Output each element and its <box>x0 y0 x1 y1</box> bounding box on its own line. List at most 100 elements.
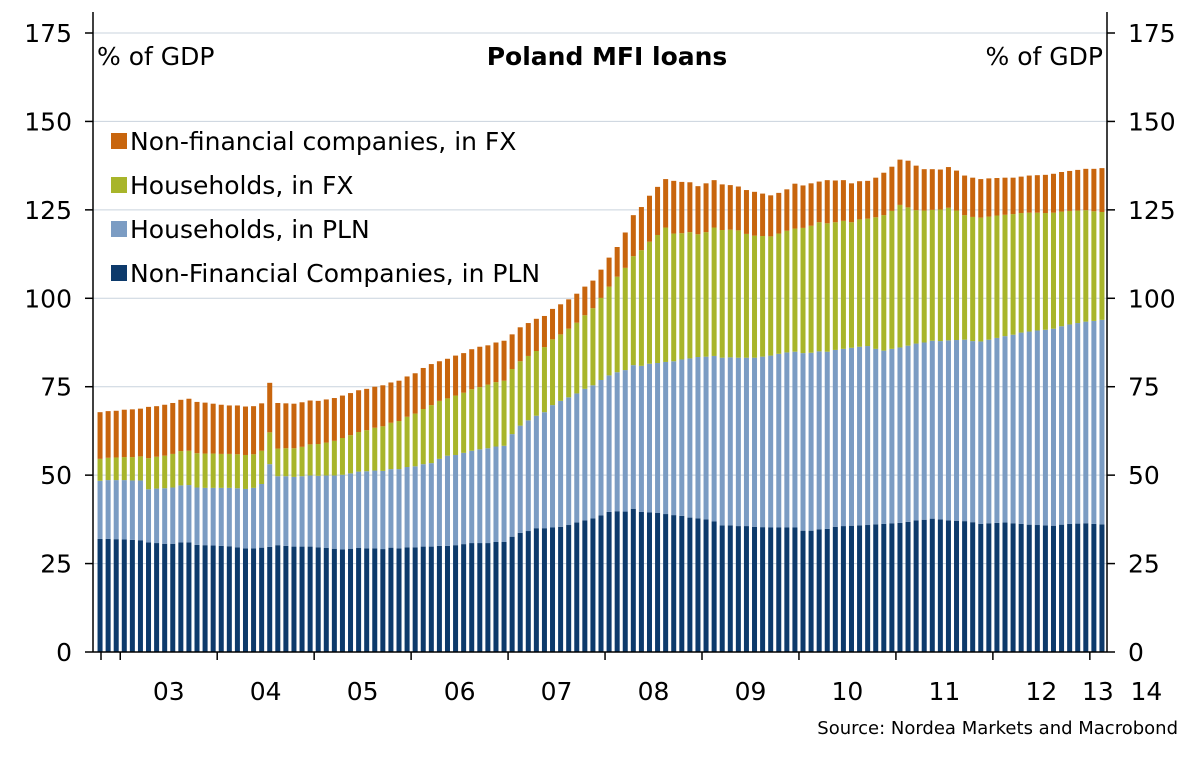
bar-segment <box>412 547 418 652</box>
bar-segment <box>792 228 798 352</box>
bar-segment <box>178 485 184 543</box>
bar-segment <box>881 215 887 351</box>
bar-segment <box>606 375 612 512</box>
bar-segment <box>752 235 758 358</box>
bar-segment <box>1002 214 1008 337</box>
bar-segment <box>646 195 652 242</box>
bar-segment <box>315 547 321 652</box>
bar-segment <box>1034 175 1040 213</box>
bar-segment <box>485 543 491 652</box>
bar-segment <box>364 388 370 431</box>
bar-segment <box>541 315 547 348</box>
bar-segment <box>541 412 547 529</box>
bar-segment <box>897 159 903 205</box>
bar-segment <box>929 169 935 210</box>
bar-segment <box>275 448 281 477</box>
y-tick-label-left: 175 <box>24 19 72 48</box>
bar-segment <box>517 327 523 362</box>
x-tick-label: 09 <box>735 677 767 706</box>
bar-segment <box>905 521 911 652</box>
bar-segment <box>1075 210 1081 324</box>
bar-segment <box>461 392 467 453</box>
bar-segment <box>242 454 248 489</box>
bar-segment <box>800 530 806 652</box>
bar-segment <box>186 542 192 652</box>
bar-segment <box>420 546 426 652</box>
bar-segment <box>1034 525 1040 652</box>
bar-segment <box>727 357 733 526</box>
bar-segment <box>396 469 402 549</box>
bar-segment <box>105 480 111 539</box>
bar-segment <box>776 233 782 354</box>
bar-segment <box>768 236 774 356</box>
bar-segment <box>485 345 491 385</box>
bar-segment <box>444 455 450 546</box>
bar-segment <box>945 520 951 652</box>
legend-swatch <box>111 265 127 281</box>
bar-segment <box>638 511 644 652</box>
y-tick-label-right: 25 <box>1128 550 1160 579</box>
bar-segment <box>832 222 838 350</box>
bar-segment <box>614 372 620 512</box>
bar-segment <box>170 453 176 488</box>
bar-segment <box>242 406 248 455</box>
bar-segment <box>251 406 257 455</box>
bar-segment <box>428 463 434 547</box>
bar-segment <box>469 389 475 451</box>
y-tick-label-right: 50 <box>1128 461 1160 490</box>
bar-segment <box>154 488 160 544</box>
bar-segment <box>671 361 677 516</box>
bar-segment <box>323 399 329 443</box>
bar-segment <box>913 343 919 521</box>
bar-segment <box>954 340 960 521</box>
bar-segment <box>622 370 628 512</box>
bar-segment <box>630 365 636 509</box>
bar-segment <box>711 355 717 522</box>
bar-segment <box>541 347 547 413</box>
x-tick-label: 13 <box>1082 677 1114 706</box>
bar-segment <box>1075 323 1081 524</box>
bar-segment <box>784 527 790 652</box>
bar-segment <box>396 421 402 470</box>
bar-segment <box>428 405 434 464</box>
bar-segment <box>315 475 321 548</box>
bar-segment <box>348 473 354 549</box>
bar-segment <box>768 527 774 652</box>
bar-segment <box>913 165 919 211</box>
bar-segment <box>323 442 329 476</box>
bar-segment <box>444 398 450 456</box>
bar-segment <box>970 341 976 523</box>
y-axis-left: 0 25 50 75 100 125 150 175 <box>24 19 93 667</box>
bar-segment <box>339 395 345 439</box>
bar-segment <box>1010 523 1016 652</box>
x-tick-label: 03 <box>153 677 185 706</box>
bar-segment <box>921 342 927 520</box>
bar-segment <box>267 464 273 547</box>
y-tick-label-right: 75 <box>1128 373 1160 402</box>
bar-segment <box>663 179 669 228</box>
bar-segment <box>695 234 701 357</box>
bar-segment <box>1002 177 1008 215</box>
bar-segment <box>210 545 216 652</box>
bar-segment <box>978 217 984 342</box>
bar-segment <box>695 518 701 652</box>
bar-segment <box>1091 523 1097 652</box>
bar-segment <box>420 367 426 409</box>
bar-segment <box>137 456 143 481</box>
bar-segment <box>226 487 232 547</box>
bar-segment <box>687 182 693 233</box>
bar-segment <box>614 511 620 652</box>
bar-segment <box>962 175 968 216</box>
bar-segment <box>840 220 846 349</box>
bar-segment <box>267 546 273 652</box>
bar-segment <box>711 227 717 356</box>
bar-segment <box>994 522 1000 652</box>
bar-segment <box>768 355 774 528</box>
x-tick-label: 10 <box>832 677 864 706</box>
bar-segment <box>307 400 313 445</box>
bar-segment <box>121 409 127 458</box>
bar-segment <box>614 247 620 277</box>
y-tick-label-left: 100 <box>24 284 72 313</box>
bar-segment <box>323 548 329 652</box>
bar-segment <box>356 390 362 432</box>
